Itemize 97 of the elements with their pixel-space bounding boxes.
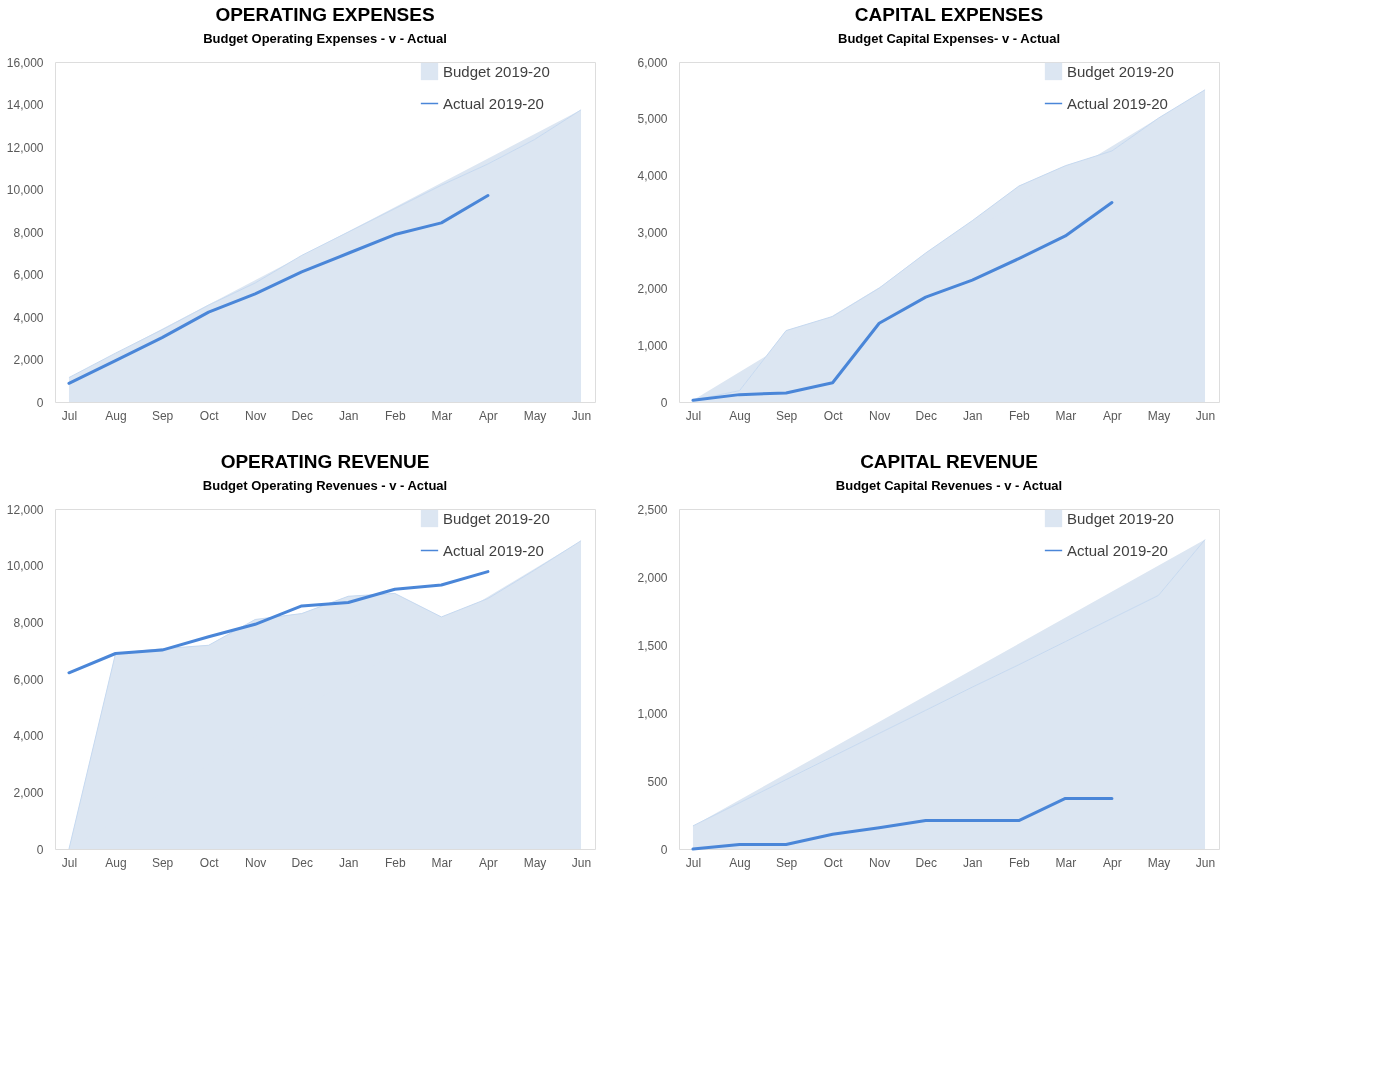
legend-label: Actual 2019-20 [1067,541,1168,559]
y-tick-label: 10,000 [6,183,44,197]
x-tick-label: Dec [291,855,313,870]
x-tick-label: Jan [963,408,983,423]
x-tick-label: Oct [823,855,844,870]
y-tick-label: 2,000 [637,282,668,297]
x-tick-label: Apr [1103,408,1122,423]
x-tick-label: Mar [431,855,453,870]
y-tick-label: 2,500 [637,502,668,517]
y-tick-label: 2,000 [637,570,668,585]
chart-title: CAPITAL EXPENSES [854,4,1044,25]
x-tick-label: Feb [1008,855,1030,870]
chart-title: CAPITAL REVENUE [860,451,1038,472]
y-tick-label: 500 [647,774,668,789]
x-tick-label: Jan [339,855,359,870]
x-tick-label: Oct [199,408,220,423]
x-tick-label: Nov [869,408,891,423]
legend-label: Actual 2019-20 [443,541,544,559]
x-tick-label: Apr [1103,855,1122,870]
y-tick-label: 3,000 [637,225,668,240]
y-tick-label: 1,500 [637,638,668,653]
x-tick-label: Mar [431,408,453,423]
x-tick-label: Feb [384,408,406,423]
x-tick-label: Oct [199,855,220,870]
y-tick-label: 6,000 [637,55,668,70]
x-tick-label: Aug [105,855,127,870]
y-tick-label: 6,000 [13,672,44,687]
y-tick-label: 0 [660,395,668,410]
legend-label: Budget 2019-20 [1067,509,1174,527]
x-tick-label: Sep [775,855,798,870]
x-tick-label: Mar [1055,855,1077,870]
x-tick-label: Dec [291,408,313,423]
y-tick-label: 14,000 [6,98,44,112]
x-tick-label: Jun [571,855,592,870]
line-series [67,570,490,675]
x-tick-label: Sep [775,408,798,423]
chart-subtitle: Budget Operating Revenues - v - Actual [202,478,448,493]
y-tick-label: 12,000 [6,140,44,155]
x-tick-label: Nov [245,855,267,870]
y-tick-label: 2,000 [13,353,44,367]
y-tick-label: 4,000 [13,729,44,744]
y-tick-label: 1,000 [637,338,668,353]
x-tick-label: Feb [1008,408,1030,423]
chart-subtitle: Budget Capital Expenses- v - Actual [837,31,1061,46]
x-tick-label: Jul [61,408,78,423]
x-tick-label: Apr [479,855,498,870]
y-tick-label: 12,000 [6,502,44,517]
y-tick-label: 6,000 [13,268,44,282]
x-tick-label: Jul [685,408,702,423]
y-tick-label: 8,000 [13,615,44,630]
x-tick-label: Mar [1055,408,1077,423]
x-tick-label: May [523,855,547,870]
x-tick-label: Nov [245,408,267,423]
x-tick-label: Jul [685,855,702,870]
legend-label: Budget 2019-20 [1067,62,1174,80]
x-tick-label: May [1147,855,1171,870]
y-tick-label: 8,000 [13,225,44,240]
chart-subtitle: Budget Operating Expenses - v - Actual [203,31,447,46]
y-tick-label: 2,000 [13,785,44,800]
y-tick-label: 1,000 [637,706,668,721]
y-tick-label: 4,000 [637,168,668,183]
y-tick-label: 5,000 [637,112,668,127]
y-tick-label: 10,000 [6,559,44,574]
y-tick-label: 0 [660,842,668,857]
chart-title: OPERATING REVENUE [220,451,430,472]
x-tick-label: Jun [1195,855,1216,870]
x-tick-label: Aug [729,855,751,870]
x-tick-label: May [523,408,547,423]
line-series [67,193,490,385]
x-tick-label: Jun [1195,408,1216,423]
x-tick-label: Jan [339,408,359,423]
x-tick-label: Aug [729,408,751,423]
x-tick-label: Jan [963,855,983,870]
chart-subtitle: Budget Capital Revenues - v - Actual [835,478,1063,493]
y-tick-label: 4,000 [13,310,44,325]
line-series [691,796,1114,851]
legend-label: Budget 2019-20 [443,62,550,80]
x-tick-label: Oct [823,408,844,423]
y-tick-label: 16,000 [6,55,44,70]
x-tick-label: Nov [869,855,891,870]
x-tick-label: May [1147,408,1171,423]
y-tick-label: 0 [36,395,44,410]
x-tick-label: Jul [61,855,78,870]
y-tick-label: 0 [36,842,44,857]
legend-label: Budget 2019-20 [443,509,550,527]
x-tick-label: Sep [151,855,174,870]
x-tick-label: Jun [571,408,592,423]
x-tick-label: Dec [915,855,937,870]
x-tick-label: Aug [105,408,127,423]
legend-label: Actual 2019-20 [443,94,544,112]
x-tick-label: Dec [915,408,937,423]
chart-title: OPERATING EXPENSES [215,4,435,25]
x-tick-label: Feb [384,855,406,870]
legend-label: Actual 2019-20 [1067,94,1168,112]
x-tick-label: Sep [151,408,174,423]
x-tick-label: Apr [479,408,498,423]
line-series [691,201,1114,402]
